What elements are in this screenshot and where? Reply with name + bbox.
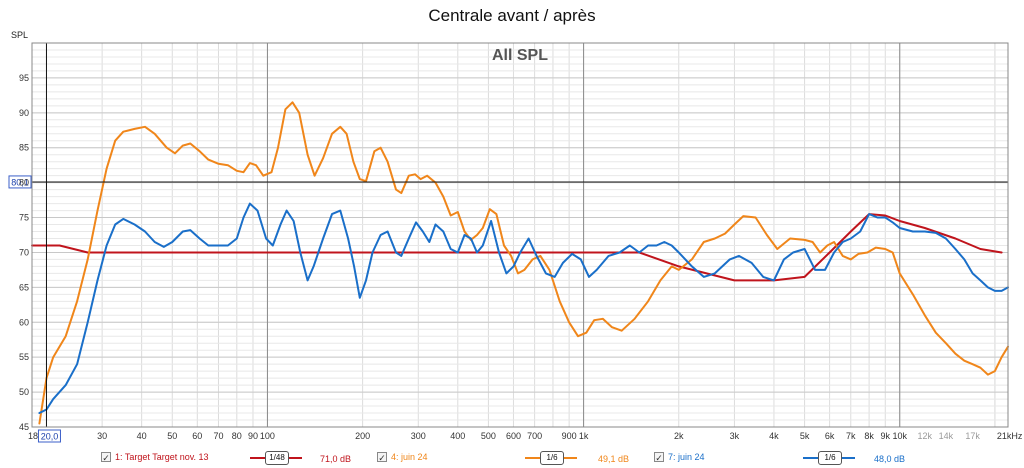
y-tick-label: 50	[19, 387, 29, 397]
grid	[32, 42, 1008, 428]
plot-frame	[31, 42, 1009, 428]
y-tick-label: 60	[19, 317, 29, 327]
x-tick-label: 8k	[864, 431, 874, 441]
series-line-3	[38, 202, 1009, 414]
legend-name-2: 4: juin 24	[391, 452, 428, 462]
series-line-1	[31, 213, 1003, 282]
x-tick-label: 40	[137, 431, 147, 441]
x-tick-label: 900	[562, 431, 577, 441]
legend-checkbox-1[interactable]: ✓	[101, 452, 111, 463]
cursor-y-box	[8, 175, 32, 189]
x-tick-label: 70	[213, 431, 223, 441]
legend-item-target[interactable]: ✓ 1: Target Target nov. 13	[101, 452, 209, 463]
legend-item-juin-b[interactable]: ✓ 7: juin 24	[654, 452, 705, 463]
smoothing-box-1[interactable]: 1/48	[265, 451, 289, 465]
x-tick-label: 12k	[918, 431, 933, 441]
legend-value-3: 48,0 dB	[874, 454, 906, 464]
x-tick-label: 4k	[769, 431, 779, 441]
legend-name-1: 1: Target Target nov. 13	[115, 452, 209, 462]
x-tick-label: 9k	[881, 431, 891, 441]
x-tick-label: 700	[527, 431, 542, 441]
smoothing-box-2[interactable]: 1/6	[540, 451, 564, 465]
chart-annotation: All SPL	[492, 47, 548, 64]
legend-checkbox-2[interactable]: ✓	[377, 452, 387, 463]
legend-item-juin-a[interactable]: ✓ 4: juin 24	[377, 452, 428, 463]
spl-chart[interactable]: All SPL 80,1 20,0 45 50 55 60 65 70 75 80 85 90 95 1…	[0, 0, 1024, 448]
legend-value-2: 49,1 dB	[598, 454, 630, 464]
x-tick-label: 500	[481, 431, 496, 441]
cursor-x-value: 20,0	[41, 432, 59, 442]
y-tick-label: 75	[19, 213, 29, 223]
x-tick-label: 3k	[730, 431, 740, 441]
x-tick-label: 7k	[846, 431, 856, 441]
smoothing-box-3[interactable]: 1/6	[818, 451, 842, 465]
x-tick-label: 10k	[892, 431, 907, 441]
x-tick-label: 80	[232, 431, 242, 441]
x-tick-label: 50	[167, 431, 177, 441]
y-tick-label: 55	[19, 352, 29, 362]
y-tick-label: 45	[19, 422, 29, 432]
x-tick-label: 21kHz	[997, 431, 1023, 441]
y-tick-label: 85	[19, 143, 29, 153]
series-line-2	[38, 101, 1009, 425]
x-tick-label: 300	[411, 431, 426, 441]
x-tick-label: 60	[192, 431, 202, 441]
x-tick-label: 18	[28, 431, 38, 441]
series-layer	[31, 101, 1009, 425]
y-tick-label: 90	[19, 108, 29, 118]
x-tick-label: 5k	[800, 431, 810, 441]
x-tick-label: 600	[506, 431, 521, 441]
y-tick-label: 70	[19, 247, 29, 257]
cursor-layer: 80,1 20,0	[8, 43, 1008, 443]
y-tick-label: 80	[19, 178, 29, 188]
legend-swatch-1[interactable]: 1/48	[250, 451, 302, 465]
legend-checkbox-3[interactable]: ✓	[654, 452, 664, 463]
chart-title: Centrale avant / après	[428, 6, 596, 25]
cursor-x-box	[37, 429, 61, 443]
x-tick-label: 6k	[825, 431, 835, 441]
x-tick-label: 90	[248, 431, 258, 441]
x-tick-label: 17k	[965, 431, 980, 441]
x-tick-label: 200	[355, 431, 370, 441]
legend-swatch-2[interactable]: 1/6	[525, 451, 577, 465]
x-tick-label: 100	[260, 431, 275, 441]
legend-value-1: 71,0 dB	[320, 454, 352, 464]
x-tick-label: 400	[450, 431, 465, 441]
x-tick-label: 2k	[674, 431, 684, 441]
y-tick-label: 65	[19, 282, 29, 292]
y-tick-label: 95	[19, 73, 29, 83]
y-axis-label: SPL	[11, 30, 29, 40]
x-tick-label: 1k	[579, 431, 589, 441]
legend-swatch-3[interactable]: 1/6	[803, 451, 855, 465]
legend: ✓ 1: Target Target nov. 13 1/48 71,0 dB …	[0, 448, 1024, 468]
legend-name-3: 7: juin 24	[668, 452, 705, 462]
cursor-y-value: 80,1	[11, 177, 29, 187]
x-tick-label: 30	[97, 431, 107, 441]
x-tick-label: 14k	[939, 431, 954, 441]
